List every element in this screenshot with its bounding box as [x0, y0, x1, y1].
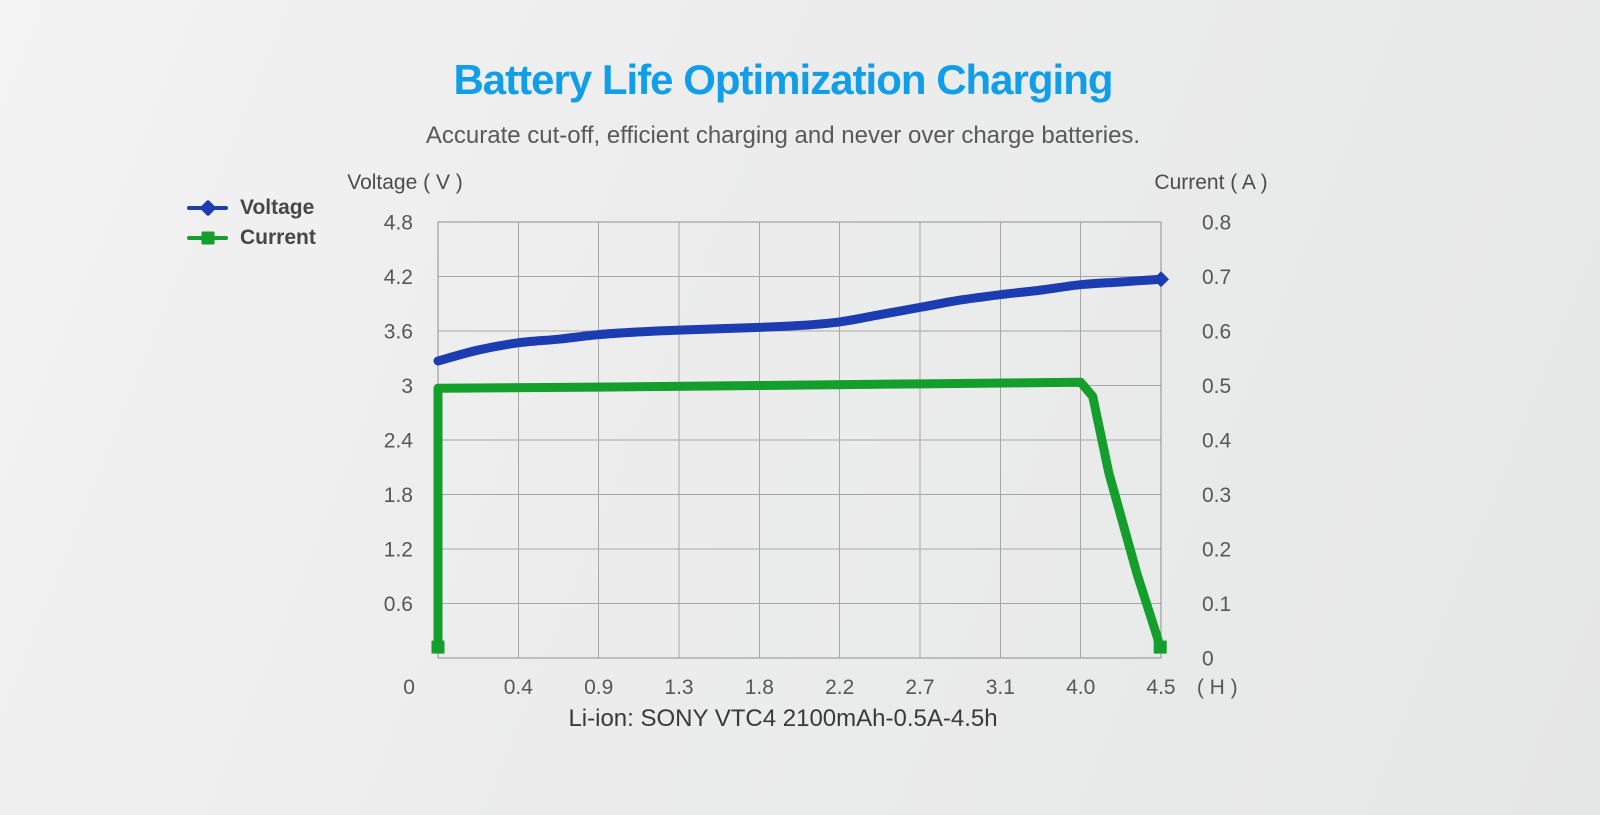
square-marker-icon	[201, 231, 214, 244]
square-marker-current	[431, 640, 445, 654]
x-tick-label: 1.3	[664, 676, 693, 699]
y-right-tick-label: 0.2	[1202, 539, 1231, 562]
x-tick-label: 2.7	[905, 676, 934, 699]
chart-legend: Voltage Current	[187, 193, 316, 252]
x-tick-label: 3.1	[986, 676, 1015, 699]
left-axis-title: Voltage ( V )	[347, 171, 463, 194]
x-tick-label: 0.4	[504, 676, 534, 699]
x-tick-label: 0	[403, 676, 415, 699]
x-tick-label: 4.0	[1066, 676, 1095, 699]
y-left-tick-label: 1.8	[384, 484, 413, 507]
y-left-tick-label: 3	[401, 375, 413, 398]
series-line-voltage	[433, 274, 1166, 366]
diamond-marker-voltage	[1153, 271, 1169, 288]
y-right-tick-label: 0.4	[1202, 430, 1232, 453]
y-right-tick-label: 0.6	[1202, 321, 1231, 344]
y-left-tick-label: 0.6	[384, 593, 413, 616]
legend-line-swatch	[187, 231, 228, 244]
y-right-tick-label: 0.3	[1202, 484, 1231, 507]
square-marker-current	[1153, 640, 1167, 654]
x-tick-label: 4.5	[1146, 676, 1175, 699]
x-tick-label: 2.2	[825, 676, 854, 699]
legend-label: Voltage	[240, 195, 315, 219]
y-right-tick-label: 0	[1202, 648, 1214, 671]
y-left-tick-label: 4.8	[384, 212, 413, 235]
legend-item-current[interactable]: Current	[187, 223, 316, 252]
y-right-tick-label: 0.8	[1202, 212, 1231, 235]
y-right-tick-label: 0.7	[1202, 266, 1231, 289]
chart-caption: Li-ion: SONY VTC4 2100mAh-0.5A-4.5h	[568, 705, 998, 732]
x-axis-unit-label: ( H )	[1197, 676, 1238, 699]
right-axis-title: Current ( A )	[1154, 171, 1268, 194]
y-left-tick-label: 3.6	[384, 321, 413, 344]
y-left-tick-label: 2.4	[384, 430, 414, 453]
y-left-tick-label: 1.2	[384, 539, 413, 562]
legend-line-swatch	[187, 199, 228, 216]
series-line-current	[433, 377, 1165, 652]
y-right-tick-label: 0.1	[1202, 593, 1231, 616]
x-tick-label: 1.8	[745, 676, 774, 699]
page-subtitle: Accurate cut-off, efficient charging and…	[425, 122, 1141, 149]
y-left-tick-label: 4.2	[384, 266, 413, 289]
legend-item-voltage[interactable]: Voltage	[187, 193, 316, 222]
y-right-tick-label: 0.5	[1202, 375, 1231, 398]
x-tick-label: 0.9	[584, 676, 613, 699]
legend-label: Current	[240, 225, 316, 249]
page-title: Battery Life Optimization Charging	[453, 56, 1113, 103]
